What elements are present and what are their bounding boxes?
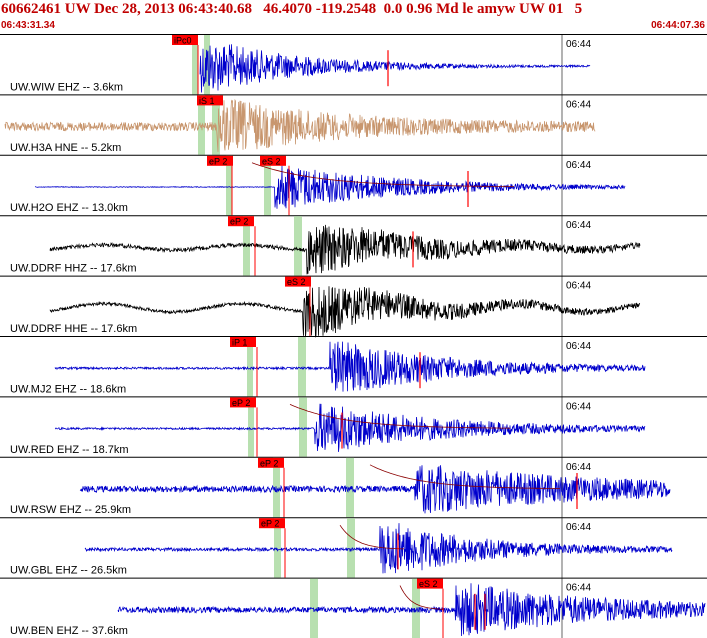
trace-row: 06:44 iPc0 UW.WIW EHZ -- 3.6km	[0, 34, 707, 95]
coda-curve	[339, 524, 404, 550]
event-header: 60662461 UW Dec 28, 2013 06:43:40.68 46.…	[0, 0, 707, 34]
pick-window	[248, 397, 254, 457]
trace-row: 06:44 iP 1 UW.MJ2 EHZ -- 18.6km	[0, 336, 707, 397]
station-label: UW.RED EHZ -- 18.7km	[10, 444, 129, 456]
trace-row: 06:44 eP 2 eS 2 UW.H2O EHZ -- 13.0km	[0, 154, 707, 216]
pick-label: iP 1	[232, 338, 247, 348]
pick-window	[192, 35, 198, 95]
pick-flag-box	[260, 155, 286, 166]
trace-row: 06:44 eS 2 UW.DDRF HHE -- 17.6km	[0, 275, 707, 338]
pick-window	[298, 337, 306, 397]
pick-label: eP 2	[232, 398, 250, 408]
pick-label: eS 2	[262, 156, 281, 166]
coda-curve	[251, 162, 514, 187]
pick-label: eP 2	[261, 519, 279, 529]
coda-curve	[289, 404, 511, 429]
station-label: UW.BEN EHZ -- 37.6km	[10, 625, 128, 637]
phase-pick-flag[interactable]: eP 2	[207, 155, 233, 167]
station-label: UW.H3A HNE -- 5.2km	[10, 142, 121, 154]
phase-pick-flag[interactable]: eS 2	[260, 155, 286, 167]
phase-pick-flag[interactable]: eP 2	[258, 457, 284, 469]
phase-pick-flag[interactable]: iS 1	[197, 95, 223, 106]
pick-window	[412, 578, 420, 638]
phase-pick-flag[interactable]: eS 2	[417, 578, 443, 590]
pick-label: eS 2	[419, 579, 438, 589]
event-title: 60662461 UW Dec 28, 2013 06:43:40.68 46.…	[1, 1, 583, 17]
phase-pick-flag[interactable]: eP 2	[228, 216, 254, 227]
phase-pick-flag[interactable]: iP 1	[230, 337, 256, 348]
waveform	[199, 44, 591, 93]
phase-pick-flag[interactable]: eP 2	[259, 518, 285, 529]
pick-flag-box	[258, 457, 284, 468]
minute-label: 06:44	[566, 281, 591, 292]
pick-window	[347, 518, 355, 578]
trace-row: 06:44 iS 1 UW.H3A HNE -- 5.2km	[0, 94, 707, 155]
phase-pick-flag[interactable]: eS 2	[285, 276, 311, 288]
minute-label: 06:44	[566, 99, 591, 110]
pick-flag-box	[417, 578, 443, 589]
minute-label: 06:44	[566, 220, 591, 231]
waveform	[49, 286, 641, 338]
pick-label: eP 2	[230, 217, 248, 227]
station-label: UW.DDRF HHZ -- 17.6km	[10, 263, 137, 275]
pick-label: iS 1	[199, 96, 215, 106]
coda-curve	[369, 464, 561, 489]
waveform	[34, 165, 626, 209]
end-time: 06:44:07.36	[651, 20, 705, 31]
trace-row: 06:44 eP 2 UW.RSW EHZ -- 25.9km	[0, 456, 707, 518]
minute-label: 06:44	[566, 401, 591, 412]
station-label: UW.WIW EHZ -- 3.6km	[10, 81, 123, 93]
pick-label: eS 2	[287, 277, 306, 287]
waveform	[54, 341, 646, 392]
minute-label: 06:44	[566, 39, 591, 50]
pick-flag-box	[230, 337, 256, 347]
station-label: UW.MJ2 EHZ -- 18.6km	[10, 383, 126, 395]
minute-label: 06:44	[566, 522, 591, 533]
trace-row: 06:44 eS 2 UW.BEN EHZ -- 37.6km	[0, 577, 707, 638]
trace-row: 06:44 eP 2 UW.DDRF HHZ -- 17.6km	[0, 215, 707, 276]
waveform	[117, 583, 706, 637]
station-label: UW.GBL EHZ -- 26.5km	[10, 565, 127, 577]
minute-label: 06:44	[566, 583, 591, 594]
waveform	[4, 98, 596, 152]
phase-pick-flag[interactable]: eP 2	[230, 397, 256, 408]
coda-curve	[399, 585, 445, 610]
phase-pick-flag[interactable]: iPc0	[172, 35, 198, 46]
pick-window	[226, 155, 232, 216]
minute-label: 06:44	[566, 160, 591, 171]
pick-label: eP 2	[209, 156, 227, 166]
pick-window	[274, 518, 281, 578]
station-label: UW.RSW EHZ -- 25.9km	[10, 504, 131, 516]
pick-flag-box	[207, 155, 233, 166]
pick-flag-box	[230, 397, 256, 408]
pick-window	[247, 337, 253, 397]
pick-window	[294, 216, 302, 276]
waveform	[54, 403, 646, 452]
pick-label: iPc0	[174, 36, 192, 46]
pick-flag-box	[197, 95, 223, 106]
trace-row: 06:44 eP 2 UW.GBL EHZ -- 26.5km	[0, 517, 707, 578]
station-label: UW.H2O EHZ -- 13.0km	[10, 202, 128, 214]
start-time: 06:43:31.34	[1, 20, 55, 31]
pick-flag-box	[285, 276, 311, 287]
minute-label: 06:44	[566, 341, 591, 352]
pick-flag-box	[259, 518, 285, 529]
pick-flag-box	[228, 216, 254, 227]
minute-label: 06:44	[566, 462, 591, 473]
pick-label: eP 2	[260, 458, 278, 468]
pick-window	[310, 578, 318, 638]
pick-flag-box	[172, 35, 198, 45]
station-label: UW.DDRF HHE -- 17.6km	[10, 323, 137, 335]
pick-window	[299, 397, 307, 457]
trace-panel[interactable]: 06:44 iPc0 UW.WIW EHZ -- 3.6km 06:44 iS 1 UW.…	[0, 34, 707, 638]
waveform	[79, 465, 671, 514]
waveform	[84, 523, 673, 574]
trace-row: 06:44 eP 2 UW.RED EHZ -- 18.7km	[0, 396, 707, 457]
pick-window	[264, 155, 271, 216]
waveform	[49, 224, 641, 275]
